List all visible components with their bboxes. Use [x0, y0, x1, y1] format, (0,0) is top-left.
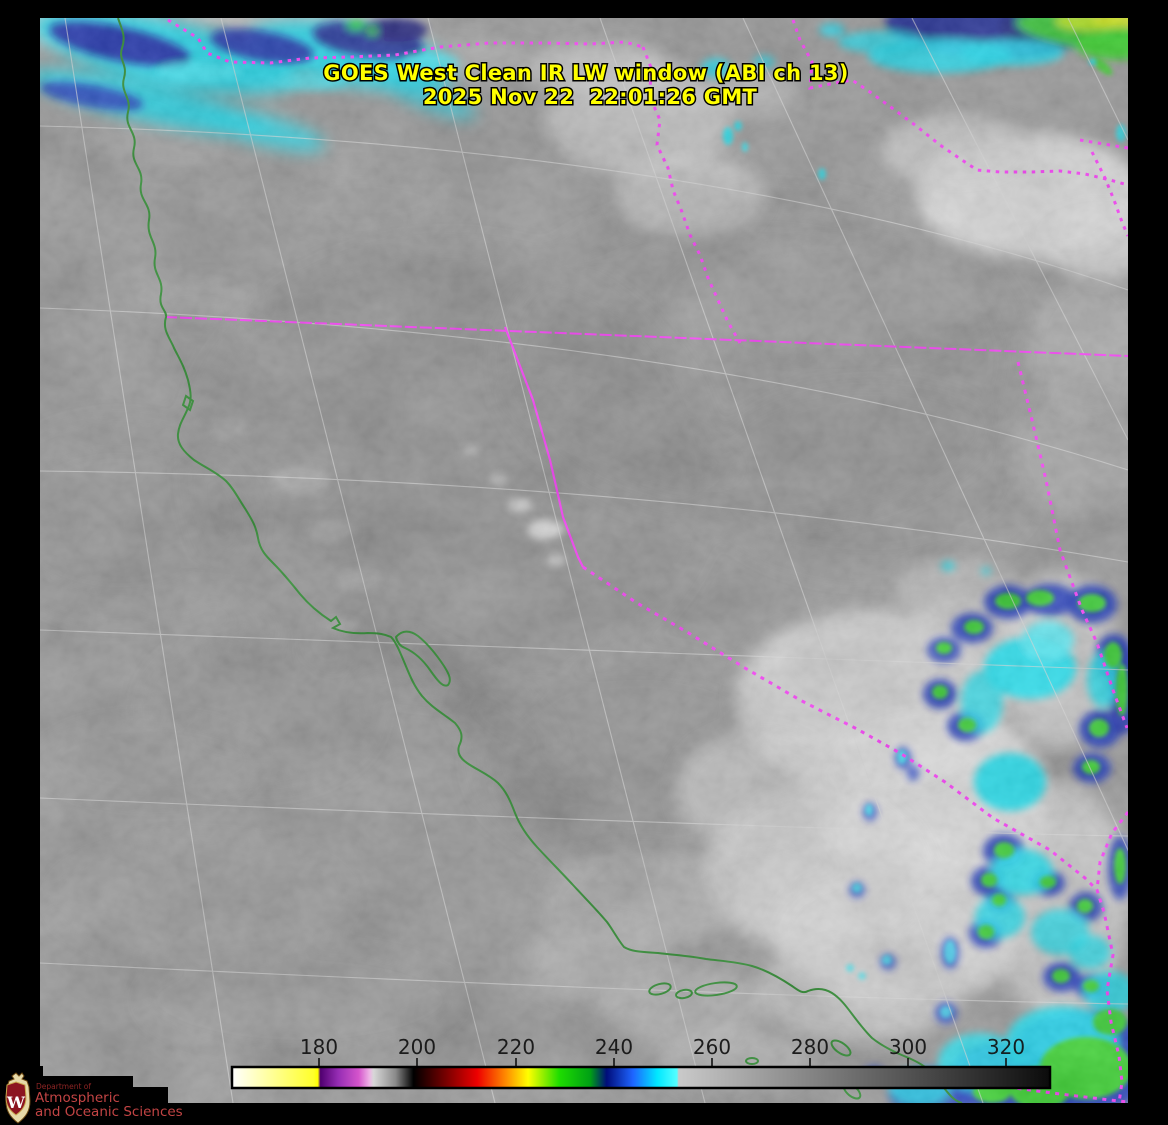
image-title: GOES West Clean IR LW window (ABI ch 13)… [322, 60, 850, 111]
letterbox-right [1128, 0, 1168, 1125]
colorbar-label: 240 [595, 1035, 633, 1059]
letterbox-bottom [0, 1103, 1168, 1125]
temperature-colorbar: 180 200 220 240 260 280 300 320 [230, 1035, 1052, 1090]
colorbar-label: 180 [300, 1035, 338, 1059]
crest-field [5, 1081, 27, 1116]
colorbar-gradient-bar [230, 1065, 1052, 1090]
logo-name-line1: Atmospheric [35, 1090, 120, 1106]
colorbar-label: 260 [693, 1035, 731, 1059]
colorbar-ticks [318, 1058, 1007, 1067]
title-line1: GOES West Clean IR LW window (ABI ch 13) [323, 61, 848, 85]
logo-dept-label: Department of [36, 1082, 91, 1091]
colorbar-label: 220 [497, 1035, 535, 1059]
uw-crest: W [5, 1072, 31, 1124]
logo-background [0, 1066, 168, 1125]
aos-logo: W Department of Atmospheric and Oceanic … [0, 1066, 183, 1125]
colorbar-label: 300 [889, 1035, 927, 1059]
crest-monogram: W [6, 1093, 26, 1112]
letterbox-left [0, 0, 40, 1125]
colorbar-label: 320 [987, 1035, 1025, 1059]
ir-noise-fine [40, 18, 1128, 1103]
colorbar-label: 280 [791, 1035, 829, 1059]
letterbox-top [0, 0, 1168, 18]
title-line2-timestamp: 2025 Nov 22 22:01:26 GMT [423, 85, 758, 109]
colorbar-label: 200 [398, 1035, 436, 1059]
logo-name-line2: and Oceanic Sciences [35, 1104, 183, 1120]
